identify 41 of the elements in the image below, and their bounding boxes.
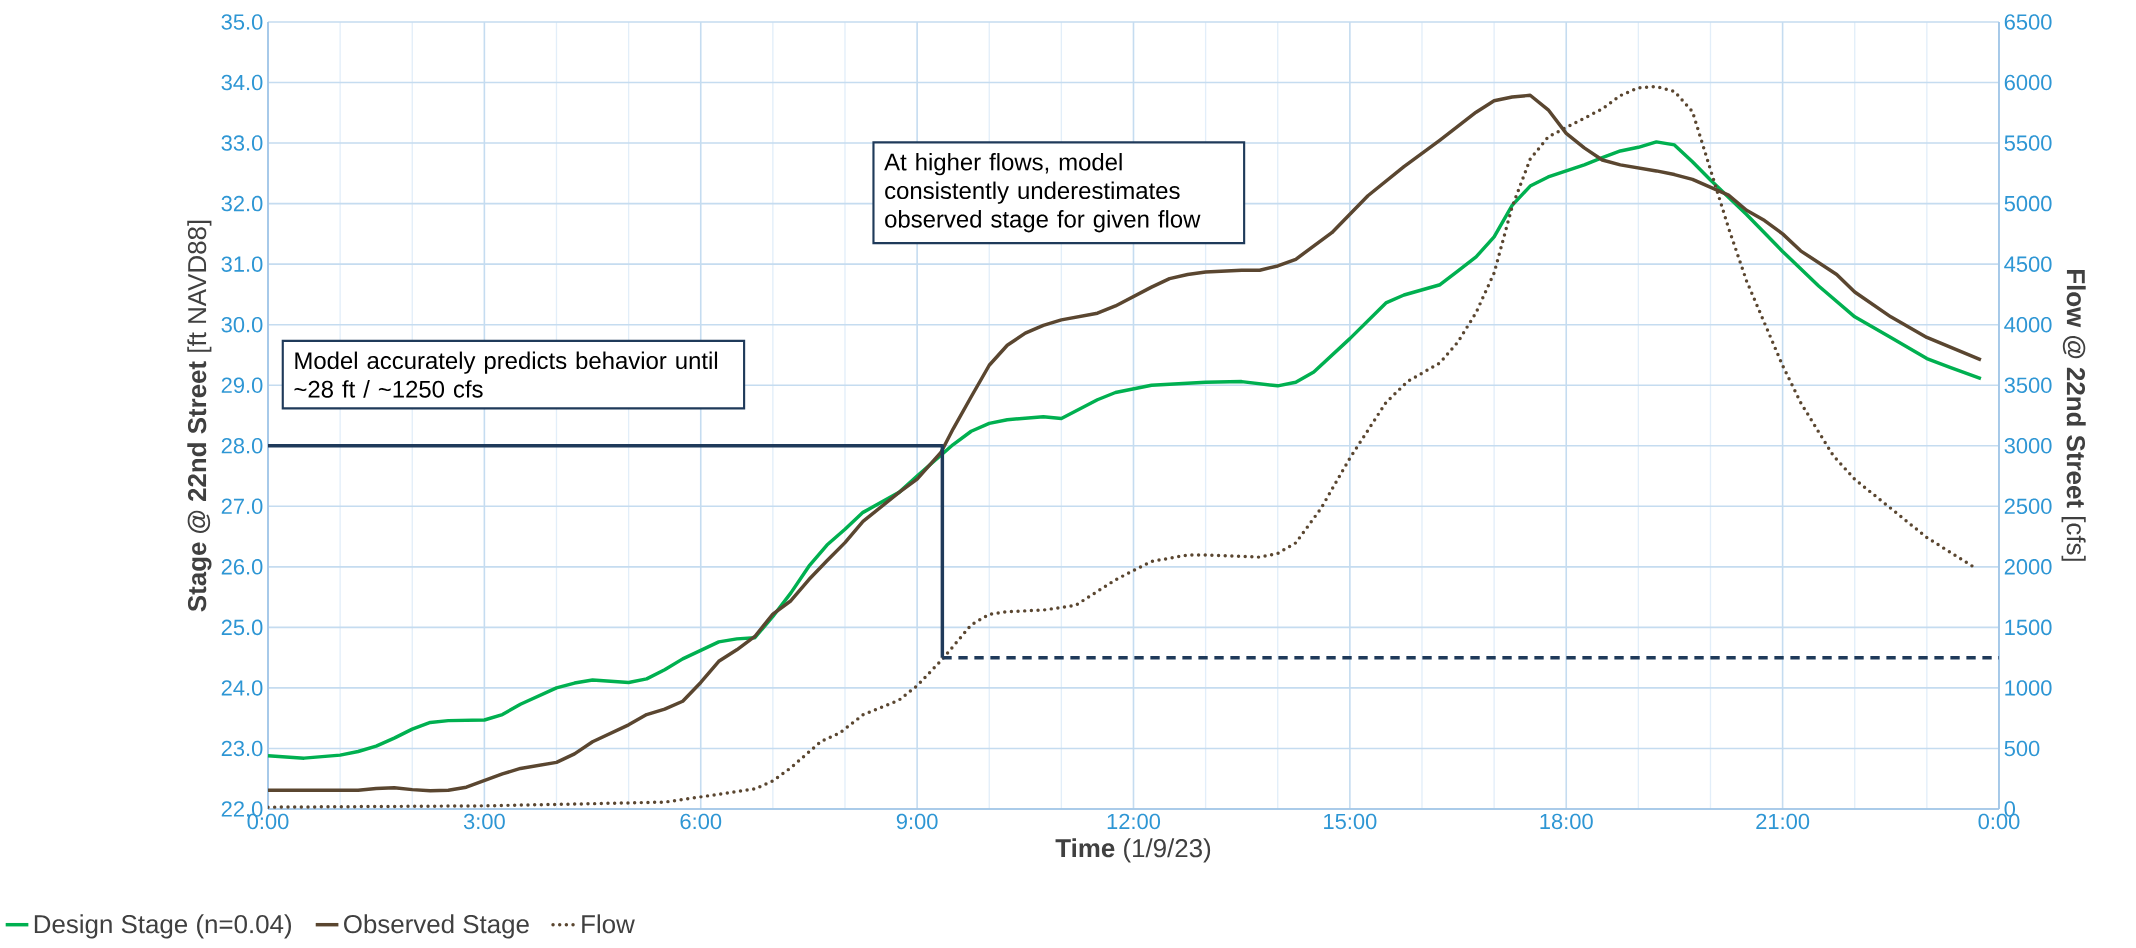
y-tick-label: 29.0 xyxy=(221,377,263,393)
x-tick-label: 6:00 xyxy=(680,813,722,830)
y2-tick-label: 3000 xyxy=(2004,438,2052,454)
y-axis-title: Stage @ 22nd Street [ft NAVD88] xyxy=(187,220,212,612)
y2-tick-label: 1000 xyxy=(2005,680,2052,696)
legend-label: Observed Stage xyxy=(344,914,529,939)
x-axis-title: Time (1/9/23) xyxy=(1055,838,1211,863)
y2-tick-label: 6500 xyxy=(2004,14,2052,30)
legend-label: Design Stage (n=0.04) xyxy=(34,914,291,939)
y-tick-label: 30.0 xyxy=(221,316,263,333)
y2-tick-label: 4500 xyxy=(2004,256,2052,272)
y-tick-label: 34.0 xyxy=(221,74,263,91)
y2-tick-label: 1500 xyxy=(2005,619,2052,636)
y-tick-label: 31.0 xyxy=(221,256,263,272)
annotation: At higher flows, model consistently underestimates observed stage for given flow xyxy=(884,152,1201,233)
annotation: Model accurately predicts behavior until ~28 ft / ~1250 cfs xyxy=(294,351,718,398)
y-tick-label: 32.0 xyxy=(221,195,263,212)
y2-tick-label: 2000 xyxy=(2004,559,2052,575)
y2-tick-label: 500 xyxy=(2004,740,2040,757)
y2-tick-label: 2500 xyxy=(2004,498,2052,515)
y-tick-label: 23.0 xyxy=(221,740,263,757)
x-tick-label: 15:00 xyxy=(1324,813,1377,830)
y-tick-label: 35.0 xyxy=(221,14,263,30)
y-tick-label: 25.0 xyxy=(221,619,263,636)
y-tick-label: 26.0 xyxy=(221,559,263,575)
x-tick-label: 12:00 xyxy=(1107,813,1161,830)
x-tick-label: 21:00 xyxy=(1756,813,1810,830)
y2-tick-label: 3500 xyxy=(2004,377,2052,393)
y-tick-label: 27.0 xyxy=(221,498,263,515)
y2-axis-title: Flow @ 22nd Street [cfs] xyxy=(2061,270,2086,561)
y2-tick-label: 5000 xyxy=(2004,195,2052,212)
x-tick-label: 18:00 xyxy=(1540,813,1593,830)
legend-label: Flow xyxy=(582,914,635,934)
y2-tick-label: 4000 xyxy=(2004,316,2052,333)
x-tick-label: 9:00 xyxy=(896,813,938,830)
y2-tick-label: 5500 xyxy=(2004,135,2052,151)
y-tick-label: 24.0 xyxy=(221,680,263,696)
y-tick-label: 28.0 xyxy=(221,438,263,454)
x-tick-label: 3:00 xyxy=(463,813,505,830)
y2-tick-label: 6000 xyxy=(2004,74,2052,91)
y-tick-label: 33.0 xyxy=(221,135,263,151)
